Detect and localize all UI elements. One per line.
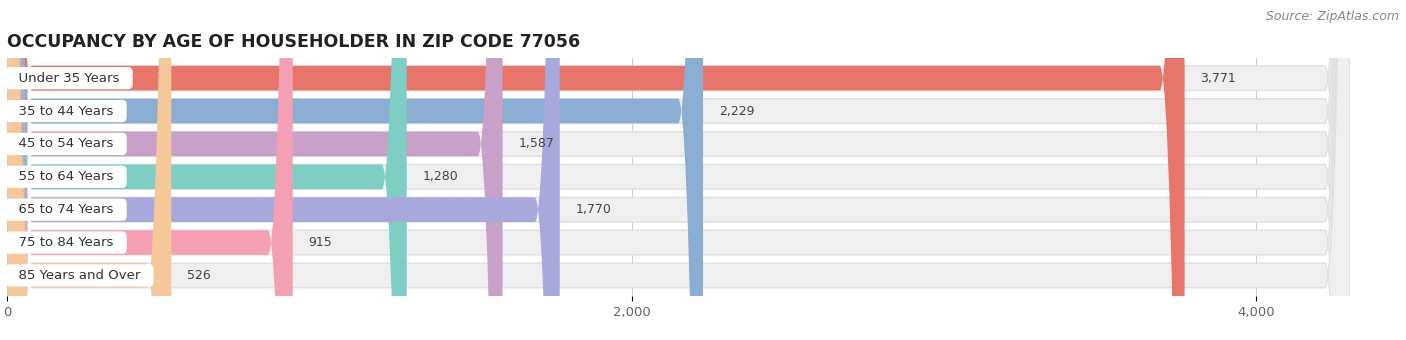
Text: 1,770: 1,770 [575,203,612,216]
FancyBboxPatch shape [7,0,502,340]
FancyBboxPatch shape [7,0,1350,340]
Text: 55 to 64 Years: 55 to 64 Years [10,170,122,183]
FancyBboxPatch shape [7,0,292,340]
FancyBboxPatch shape [7,0,1350,340]
Text: 85 Years and Over: 85 Years and Over [10,269,149,282]
Text: 915: 915 [308,236,332,249]
Text: 1,280: 1,280 [422,170,458,183]
FancyBboxPatch shape [7,0,1350,340]
FancyBboxPatch shape [7,0,1350,340]
Text: 75 to 84 Years: 75 to 84 Years [10,236,122,249]
Text: 3,771: 3,771 [1201,72,1236,85]
FancyBboxPatch shape [7,0,172,340]
FancyBboxPatch shape [7,0,703,340]
Text: 1,587: 1,587 [519,137,554,150]
FancyBboxPatch shape [7,0,1350,340]
Text: 45 to 54 Years: 45 to 54 Years [10,137,122,150]
FancyBboxPatch shape [7,0,560,340]
FancyBboxPatch shape [7,0,1185,340]
Text: 526: 526 [187,269,211,282]
FancyBboxPatch shape [7,0,1350,340]
Text: Source: ZipAtlas.com: Source: ZipAtlas.com [1265,10,1399,23]
Text: OCCUPANCY BY AGE OF HOUSEHOLDER IN ZIP CODE 77056: OCCUPANCY BY AGE OF HOUSEHOLDER IN ZIP C… [7,33,581,51]
FancyBboxPatch shape [7,0,1350,340]
Text: 65 to 74 Years: 65 to 74 Years [10,203,122,216]
Text: 2,229: 2,229 [718,105,754,118]
FancyBboxPatch shape [7,0,406,340]
Text: Under 35 Years: Under 35 Years [10,72,128,85]
Text: 35 to 44 Years: 35 to 44 Years [10,105,122,118]
